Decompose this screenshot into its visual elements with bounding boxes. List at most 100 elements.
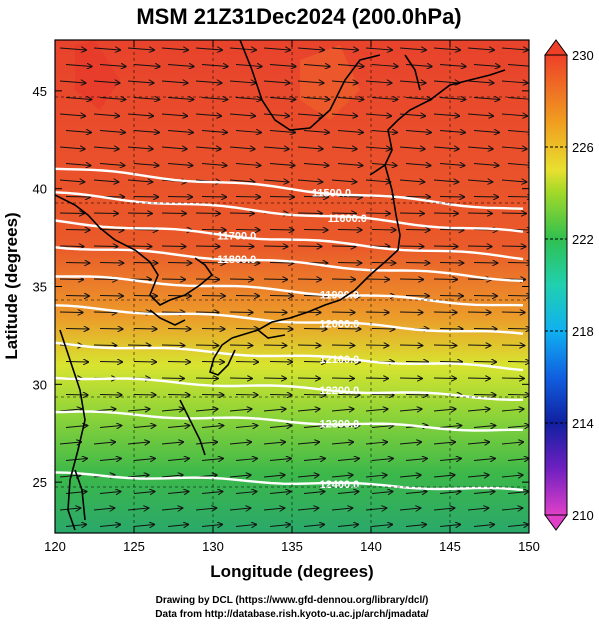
- contour-label: 12100.0: [320, 354, 360, 366]
- wind-arrow: [235, 525, 256, 527]
- wind-arrow: [127, 81, 154, 83]
- wind-arrow: [127, 345, 150, 346]
- wind-arrow: [235, 65, 262, 67]
- contour-line: [55, 410, 523, 432]
- wind-arrow: [405, 164, 430, 166]
- wind-arrow: [399, 81, 426, 83]
- wind-arrow: [433, 475, 455, 477]
- wind-arrow: [467, 114, 493, 116]
- x-tick-label: 145: [439, 539, 461, 554]
- wind-arrow: [161, 475, 183, 477]
- wind-arrow: [405, 525, 426, 527]
- wind-arrow: [263, 48, 290, 50]
- contour-label: 12400.0: [320, 479, 360, 491]
- wind-arrow: [161, 378, 184, 379]
- colorbar-tick-label: 230: [572, 48, 594, 63]
- wind-arrow: [195, 147, 221, 149]
- wind-arrow: [439, 296, 463, 297]
- wind-arrow: [507, 263, 529, 264]
- wind-arrow: [263, 475, 285, 477]
- wind-arrow: [371, 98, 397, 100]
- wind-arrow: [235, 164, 260, 166]
- wind-arrow: [59, 213, 84, 214]
- wind-arrow: [439, 362, 462, 363]
- wind-arrow: [501, 246, 525, 247]
- wind-arrow: [93, 213, 118, 214]
- wind-arrow: [133, 197, 158, 198]
- wind-arrow: [473, 362, 496, 363]
- wind-arrow: [371, 426, 393, 428]
- wind-arrow: [331, 114, 357, 116]
- wind-arrow: [467, 312, 491, 313]
- wind-arrow: [269, 230, 294, 231]
- wind-arrow: [473, 131, 499, 133]
- wind-arrow: [365, 81, 392, 83]
- wind-arrow: [399, 147, 425, 149]
- coastline-ryukyu: [179, 399, 206, 456]
- wind-arrow: [399, 475, 421, 477]
- wind-arrow: [365, 345, 388, 346]
- wind-arrow: [473, 525, 494, 527]
- wind-arrow: [331, 475, 353, 477]
- wind-arrow: [161, 114, 187, 116]
- wind-arrow: [65, 131, 91, 133]
- field-patch: [300, 45, 360, 120]
- wind-arrow: [399, 378, 422, 379]
- wind-arrow: [167, 492, 188, 494]
- wind-arrow: [399, 48, 426, 50]
- wind-arrow: [439, 329, 462, 330]
- wind-arrow: [93, 279, 117, 280]
- wind-arrow: [365, 409, 387, 411]
- wind-arrow: [501, 48, 528, 50]
- wind-arrow: [303, 164, 328, 166]
- wind-arrow: [473, 492, 494, 494]
- y-tick-label: 30: [33, 377, 47, 392]
- wind-arrow: [371, 525, 392, 527]
- wind-arrow: [297, 345, 320, 346]
- wind-arrow: [439, 426, 461, 428]
- wind-arrow: [405, 263, 429, 264]
- wind-arrow: [433, 279, 457, 280]
- wind-arrow: [439, 98, 465, 100]
- wind-arrow: [99, 492, 120, 494]
- wind-arrow: [65, 525, 86, 527]
- wind-arrow: [331, 48, 358, 50]
- wind-arrow: [439, 164, 464, 166]
- wind-arrow: [433, 48, 460, 50]
- x-tick-label: 150: [518, 539, 540, 554]
- wind-arrow: [501, 345, 524, 346]
- wind-arrow: [59, 246, 83, 247]
- coastline-shikoku: [257, 329, 286, 339]
- wind-arrow: [433, 508, 454, 510]
- colorbar-bottom-arrow: [544, 514, 568, 531]
- wind-arrow: [365, 508, 386, 510]
- wind-arrow: [467, 81, 494, 83]
- wind-arrow: [405, 362, 428, 363]
- wind-arrow: [337, 426, 359, 428]
- wind-arrow: [269, 492, 290, 494]
- wind-arrow: [263, 246, 287, 247]
- wind-arrow: [65, 197, 90, 198]
- wind-arrow: [229, 312, 253, 313]
- wind-arrow: [297, 114, 323, 116]
- chart-title: MSM 21Z31Dec2024 (200.0hPa): [136, 4, 461, 29]
- wind-arrow: [235, 230, 260, 231]
- wind-arrow: [297, 378, 320, 379]
- x-axis-label: Longitude (degrees): [210, 562, 373, 581]
- wind-arrow: [161, 312, 185, 313]
- wind-arrow: [195, 246, 219, 247]
- wind-arrow: [365, 213, 390, 214]
- wind-arrow: [167, 329, 190, 330]
- wind-arrow: [161, 508, 182, 510]
- wind-arrow: [269, 525, 290, 527]
- wind-arrow: [433, 180, 458, 182]
- wind-arrow: [65, 362, 88, 363]
- wind-arrow: [433, 442, 455, 444]
- wind-arrow: [235, 362, 258, 363]
- wind-arrow: [433, 345, 456, 346]
- wind-arrow: [59, 508, 80, 510]
- wind-arrow: [195, 345, 218, 346]
- wind-arrow: [297, 246, 321, 247]
- wind-arrow: [93, 81, 120, 83]
- wind-arrow: [433, 378, 456, 379]
